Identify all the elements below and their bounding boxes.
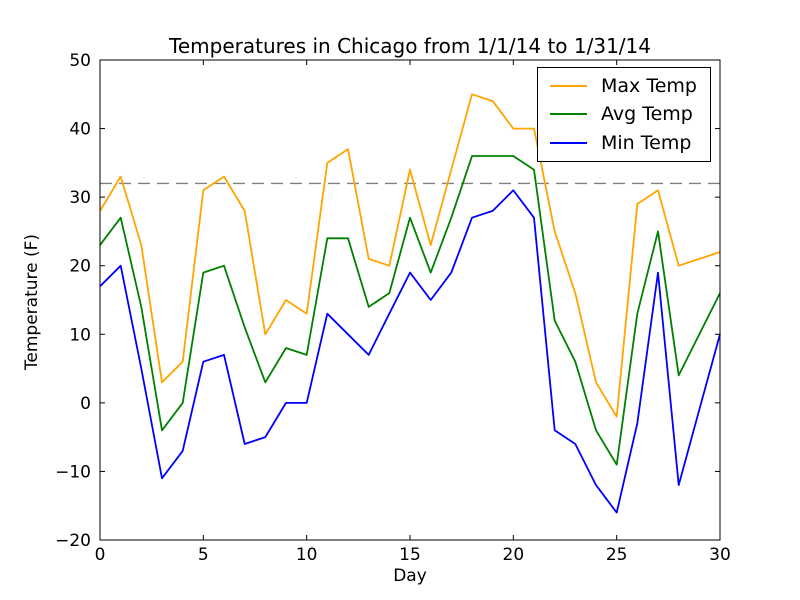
x-axis-label: Day — [393, 566, 427, 586]
y-tick-label: 50 — [69, 51, 91, 71]
min-temp-line-swatch — [550, 141, 587, 144]
y-axis-label: Temperature (F) — [22, 233, 42, 371]
x-tick-label: 30 — [709, 545, 731, 565]
avg-temp-line — [99, 155, 721, 466]
legend-item-avg-temp: Avg Temp — [538, 101, 710, 127]
y-tick-label: −20 — [55, 531, 91, 551]
legend-label-min-temp: Min Temp — [601, 131, 692, 154]
legend-item-min-temp: Min Temp — [538, 130, 710, 156]
legend: Max Temp Avg Temp Min Temp — [537, 67, 711, 162]
y-tick-label: 10 — [69, 325, 91, 345]
x-tick-label: 5 — [198, 545, 209, 565]
y-tick-label: 40 — [69, 120, 91, 140]
y-tick-label: −10 — [55, 462, 91, 482]
max-temp-line-swatch — [550, 85, 587, 88]
max-temp-line — [99, 93, 721, 418]
y-tick-label: 30 — [69, 188, 91, 208]
legend-label-max-temp: Max Temp — [601, 75, 697, 98]
y-tick-label: 20 — [69, 257, 91, 277]
legend-label-avg-temp: Avg Temp — [601, 103, 693, 126]
y-tick-label: 0 — [80, 394, 91, 414]
x-tick-label: 25 — [606, 545, 628, 565]
x-tick-label: 10 — [296, 545, 318, 565]
legend-item-max-temp: Max Temp — [538, 73, 710, 99]
chart-title: Temperatures in Chicago from 1/1/14 to 1… — [169, 34, 651, 58]
x-tick-label: 0 — [95, 545, 106, 565]
x-tick-label: 15 — [399, 545, 421, 565]
avg-temp-line-swatch — [550, 113, 587, 116]
min-temp-line — [99, 189, 721, 514]
x-tick-label: 20 — [503, 545, 525, 565]
